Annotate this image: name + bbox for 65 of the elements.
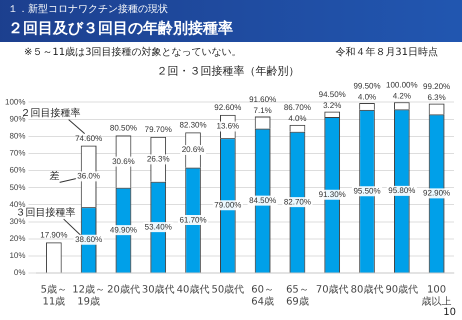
data-label: 7.1% — [254, 106, 272, 115]
data-label: 36.0% — [77, 172, 100, 181]
y-tick-label: 90% — [9, 114, 26, 124]
data-label: 92.90% — [423, 188, 450, 198]
x-tick-label: 30歳代 — [142, 284, 175, 296]
data-label: 82.70% — [284, 197, 311, 206]
total-label: 79.70% — [144, 125, 172, 134]
y-tick-label: 30% — [9, 216, 26, 226]
x-tick-label: 50歳代 — [211, 284, 244, 296]
text: 令和４年８月31日時点 — [335, 46, 438, 60]
series-label: ３回目接種率 — [16, 206, 76, 219]
total-label: 91.60% — [249, 94, 276, 104]
text: １．新型コロナワクチン接種の現状 — [8, 2, 169, 16]
data-label: 95.50% — [353, 186, 381, 196]
total-label: 74.60% — [75, 134, 102, 143]
text: 差 — [50, 170, 60, 182]
data-label: 95.80% — [388, 186, 416, 196]
x-tick-label: 12歳～19歳 — [72, 284, 106, 308]
x-tick-label: 70歳代 — [316, 284, 349, 296]
data-label: 38.60% — [75, 234, 102, 244]
total-label: 86.70% — [284, 103, 311, 112]
y-tick-label: 60% — [9, 166, 26, 175]
y-tick-label: 40% — [9, 200, 26, 209]
total-label: 99.50% — [353, 81, 381, 90]
total-label: 17.90% — [40, 230, 68, 240]
total-label: 99.20% — [423, 82, 450, 91]
data-label: 79.00% — [214, 200, 242, 210]
data-label: 4.2% — [392, 91, 411, 100]
data-label: 61.70% — [179, 215, 207, 224]
x-tick-label: 60～64歳 — [251, 284, 274, 308]
y-tick-label: 80% — [9, 132, 26, 141]
total-label: 92.60% — [214, 103, 242, 112]
y-tick-label: 10% — [9, 251, 26, 260]
data-label: 3.2% — [323, 100, 342, 110]
text: ※５～11歳は3回目接種の対象となっていない。 — [24, 46, 242, 60]
y-tick-label: 50% — [9, 182, 26, 192]
x-tick-label: 20歳代 — [107, 284, 140, 296]
data-label: 26.3% — [146, 154, 170, 164]
data-label: 91.30% — [318, 190, 346, 199]
data-label: 6.3% — [427, 92, 446, 102]
x-tick-label: 90歳代 — [385, 284, 418, 296]
total-label: 94.50% — [318, 90, 346, 99]
total-label: 100.00% — [386, 80, 418, 90]
chart-title: ２回目及び３回目の年齢別接種率 — [8, 19, 234, 38]
data-label: 13.6% — [216, 122, 240, 131]
data-label: 53.40% — [144, 222, 172, 232]
data-label: 20.6% — [182, 145, 204, 154]
total-label: 82.30% — [179, 120, 207, 130]
x-tick-label: 5歳～11歳 — [40, 284, 68, 308]
y-tick-label: 20% — [9, 234, 26, 244]
data-label: 84.50% — [249, 196, 276, 205]
x-tick-label: 40歳代 — [176, 284, 210, 296]
x-tick-label: 80歳代 — [350, 284, 384, 296]
x-tick-label: 65～69歳 — [286, 284, 309, 308]
text: 10 — [443, 307, 456, 318]
data-label: 4.0% — [288, 114, 307, 124]
data-label: 4.0% — [358, 92, 376, 102]
chart-subtitle: ２回・３回接種率（年齢別） — [156, 64, 300, 78]
x-tick-label: 100歳以上 — [422, 284, 452, 308]
y-tick-label: 70% — [9, 148, 26, 158]
data-label: 49.90% — [110, 225, 138, 234]
total-label: 80.50% — [110, 124, 138, 133]
y-tick-label: 0% — [14, 268, 26, 278]
data-label: 30.6% — [112, 156, 135, 166]
y-tick-label: 100% — [4, 97, 26, 106]
